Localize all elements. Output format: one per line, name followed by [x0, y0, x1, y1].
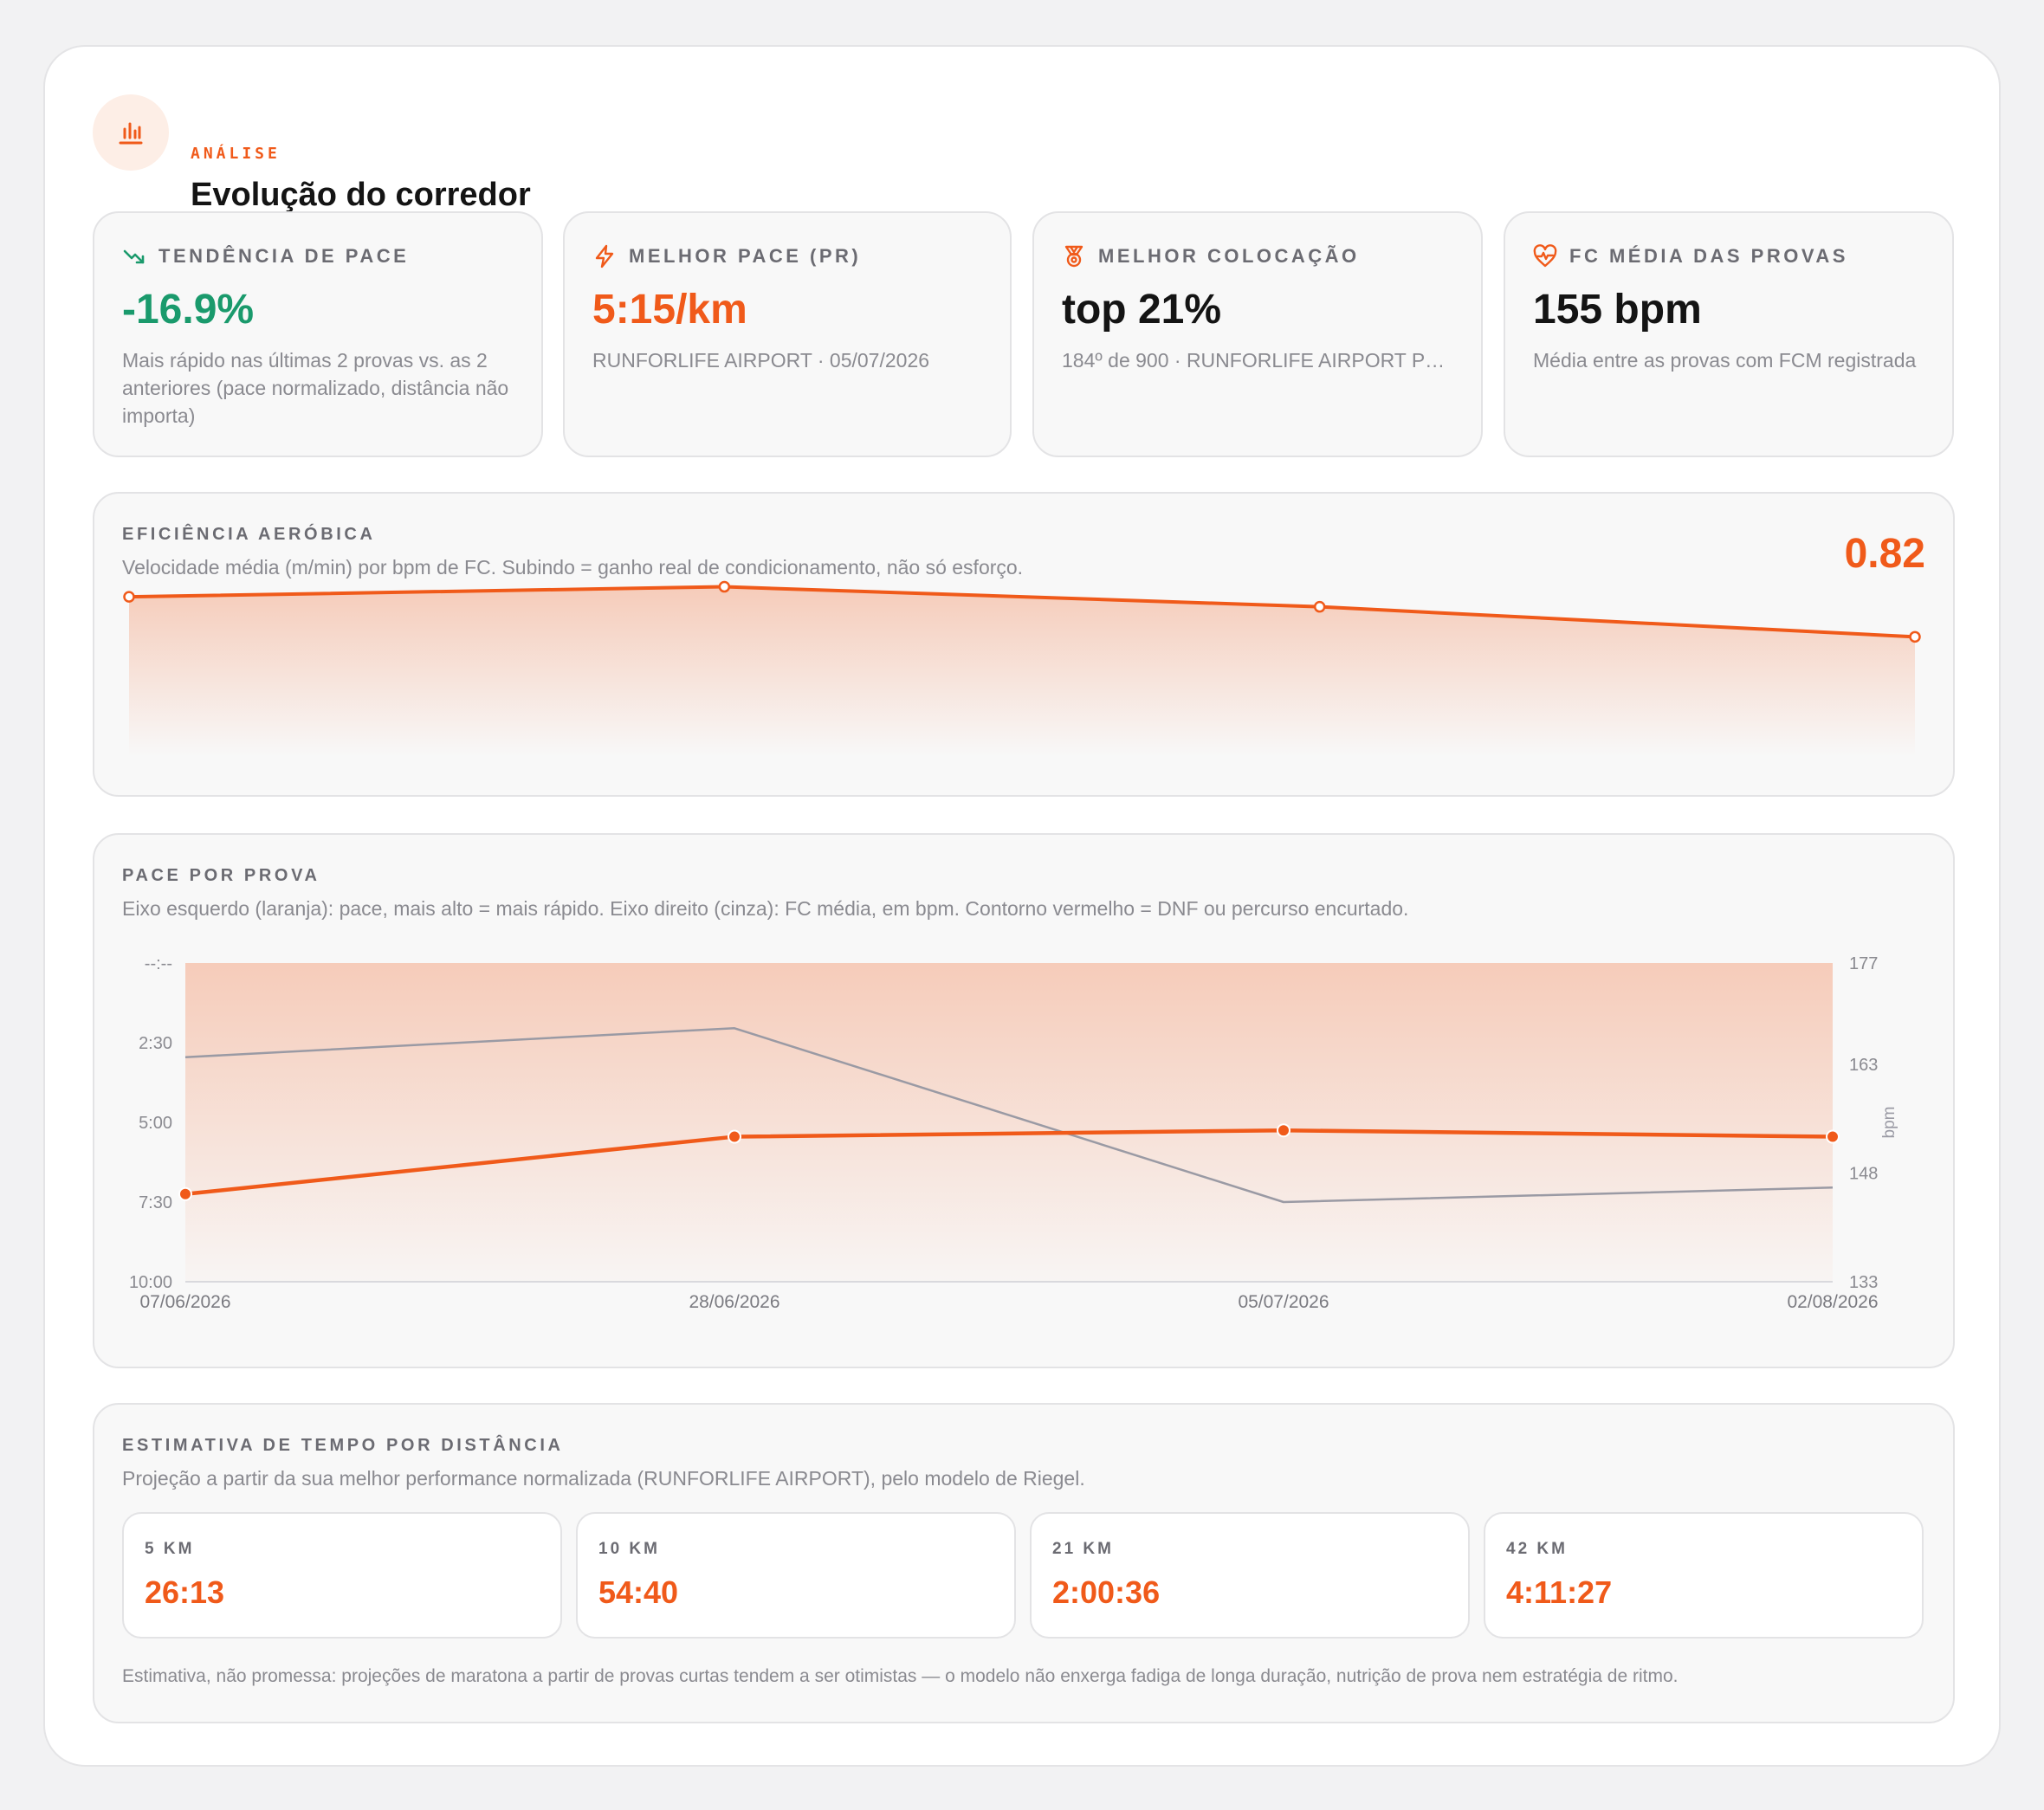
pace-x-tick-label: 07/06/2026 — [139, 1292, 230, 1312]
section-title: ESTIMATIVA DE TEMPO POR DISTÂNCIA — [122, 1436, 564, 1455]
estimate-distance: 21 KM — [1052, 1540, 1114, 1558]
pace-x-tick-label: 02/08/2026 — [1787, 1292, 1878, 1312]
stat-card-avg-hr: FC MÉDIA DAS PROVAS 155 bpm Média entre … — [1504, 211, 1954, 457]
aerobic-line — [128, 585, 1916, 639]
section-title: EFICIÊNCIA AERÓBICA — [122, 525, 376, 544]
aerobic-area — [129, 586, 1915, 757]
hr-y-tick-label: 148 — [1849, 1165, 1878, 1184]
pace-per-race-chart: --:-- 2:30 5:00 7:30 10:00 177 163 148 133 bpm 07/… — [129, 954, 1898, 1312]
page-title: Evolução do corredor — [191, 177, 531, 213]
stat-description: Mais rápido nas últimas 2 provas vs. as … — [122, 349, 509, 427]
hr-line — [184, 1027, 1834, 1204]
estimate-distance: 10 KM — [598, 1540, 660, 1558]
estimate-tile-5k: 5 KM 26:13 — [122, 1512, 562, 1639]
stat-card-best-placement: MELHOR COLOCAÇÃO top 21% 184º de 900 · R… — [1032, 211, 1483, 457]
aerobic-point — [123, 591, 135, 603]
estimate-tile-21k: 21 KM 2:00:36 — [1030, 1512, 1470, 1639]
stat-label: FC MÉDIA DAS PROVAS — [1569, 245, 1848, 267]
aerobic-efficiency-value: 0.82 — [1844, 531, 1925, 577]
stat-value: 5:15/km — [592, 287, 747, 333]
stat-description: 184º de 900 · RUNFORLIFE AIRPORT PET RUN — [1062, 349, 1457, 372]
trending-down-icon — [123, 249, 145, 264]
section-subtitle: Eixo esquerdo (laranja): pace, mais alto… — [122, 897, 1409, 920]
stat-label: MELHOR PACE (PR) — [629, 245, 862, 267]
pace-shaded-area — [185, 963, 1833, 1282]
pace-line — [184, 1128, 1834, 1197]
estimate-tile-10k: 10 KM 54:40 — [576, 1512, 1016, 1639]
pace-point — [728, 1129, 741, 1144]
section-eyebrow: ANÁLISE — [191, 145, 281, 163]
hr-axis-label: bpm — [1880, 1107, 1898, 1139]
stat-label: TENDÊNCIA DE PACE — [158, 245, 410, 267]
pace-point — [1826, 1129, 1840, 1144]
aerobic-point — [1909, 630, 1921, 643]
evolution-panel: ANÁLISE Evolução do corredor TENDÊNCIA D… — [43, 45, 2001, 1767]
medal-icon — [1064, 245, 1083, 268]
estimate-distance: 42 KM — [1506, 1540, 1568, 1558]
stat-value: top 21% — [1062, 287, 1222, 333]
stat-card-pace-trend: TENDÊNCIA DE PACE -16.9% Mais rápido nas… — [93, 211, 543, 457]
time-estimate-card: ESTIMATIVA DE TEMPO POR DISTÂNCIA Projeç… — [93, 1403, 1955, 1723]
stat-value: -16.9% — [122, 287, 255, 333]
pace-y-tick-label: 5:00 — [139, 1114, 172, 1133]
pace-point — [178, 1186, 192, 1201]
pace-point — [1277, 1123, 1290, 1138]
hr-y-tick-label: 133 — [1849, 1273, 1878, 1292]
hr-y-tick-label: 163 — [1849, 1056, 1878, 1075]
stat-description: Média entre as provas com FCM registrada — [1533, 349, 1917, 372]
estimate-time: 54:40 — [598, 1574, 679, 1610]
pace-per-race-card: PACE POR PROVA Eixo esquerdo (laranja): … — [93, 833, 1955, 1368]
bar-chart-icon — [93, 94, 169, 171]
section-subtitle: Velocidade média (m/min) por bpm de FC. … — [122, 556, 1024, 579]
stat-label: MELHOR COLOCAÇÃO — [1098, 245, 1360, 267]
pace-x-tick-label: 28/06/2026 — [689, 1292, 779, 1312]
section-subtitle: Projeção a partir da sua melhor performa… — [122, 1467, 1085, 1490]
pace-y-tick-label: 2:30 — [139, 1034, 172, 1053]
aerobic-efficiency-chart — [123, 580, 1921, 757]
estimate-distance: 5 KM — [145, 1540, 195, 1558]
estimate-time: 26:13 — [145, 1574, 225, 1610]
stat-value: 155 bpm — [1533, 287, 1702, 333]
section-title: PACE POR PROVA — [122, 866, 320, 885]
stat-description: RUNFORLIFE AIRPORT · 05/07/2026 — [592, 349, 930, 372]
estimate-disclaimer: Estimativa, não promessa: projeções de m… — [122, 1666, 1679, 1686]
estimate-tile-42k: 42 KM 4:11:27 — [1484, 1512, 1924, 1639]
pace-y-tick-label: 10:00 — [129, 1273, 172, 1292]
aerobic-point — [1313, 600, 1326, 613]
estimate-time: 4:11:27 — [1506, 1574, 1613, 1610]
hr-y-tick-label: 177 — [1849, 954, 1878, 973]
stat-card-best-pace: MELHOR PACE (PR) 5:15/km RUNFORLIFE AIRP… — [563, 211, 1012, 457]
pace-y-tick-label: 7:30 — [139, 1193, 172, 1212]
lightning-icon — [595, 244, 614, 268]
pace-x-tick-label: 05/07/2026 — [1238, 1292, 1329, 1312]
estimate-time: 2:00:36 — [1052, 1574, 1161, 1610]
heart-pulse-icon — [1533, 244, 1557, 268]
pace-y-tick-label: --:-- — [145, 954, 172, 973]
aerobic-efficiency-card: EFICIÊNCIA AERÓBICA Velocidade média (m/… — [93, 492, 1955, 797]
aerobic-point — [718, 580, 731, 593]
